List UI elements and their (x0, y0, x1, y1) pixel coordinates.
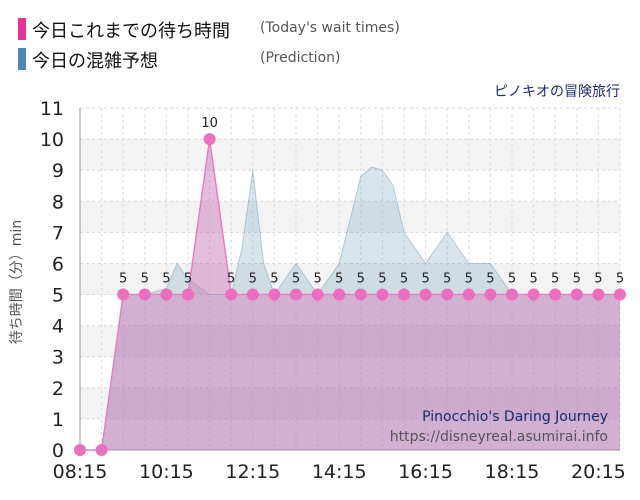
plot-area: 0 1 2 3 4 5 6 7 8 9 10 11 08:15 10:15 12:15 14:15 16:15 1… (40, 98, 626, 483)
y-tick-label: 2 (52, 378, 64, 400)
legend-swatch-prediction (18, 48, 26, 70)
y-tick-label: 5 (52, 285, 64, 307)
data-point (592, 288, 605, 301)
data-point (138, 288, 151, 301)
legend-item-today: 今日これまでの待ち時間 (Today's wait times) (18, 14, 618, 44)
data-point (203, 133, 216, 146)
grid-band (80, 294, 620, 326)
data-point (549, 288, 562, 301)
y-tick-label: 1 (52, 409, 64, 431)
data-point (376, 288, 389, 301)
data-label: 5 (573, 272, 581, 287)
data-point (441, 288, 454, 301)
grid-band (80, 263, 620, 295)
data-point (527, 288, 540, 301)
data-label: 5 (443, 272, 451, 287)
y-tick-label: 11 (40, 98, 64, 120)
data-point (290, 288, 302, 301)
legend-swatch-today (18, 18, 26, 40)
data-label: 5 (594, 272, 602, 287)
grid-band (80, 139, 620, 171)
data-label: 5 (421, 272, 429, 287)
data-label: 10 (201, 116, 218, 131)
y-tick-label: 6 (52, 253, 64, 275)
legend: 今日これまでの待ち時間 (Today's wait times) 今日の混雑予想… (18, 14, 618, 74)
data-label: 5 (378, 272, 386, 287)
legend-item-prediction: 今日の混雑予想 (Prediction) (18, 44, 618, 74)
data-point (225, 288, 238, 301)
x-tick-label: 12:15 (225, 461, 280, 483)
y-tick-label: 9 (52, 160, 64, 182)
data-point (419, 288, 432, 301)
attraction-title-en: Pinocchio's Daring Journey (422, 409, 608, 425)
data-point (398, 288, 410, 301)
data-point (462, 288, 475, 301)
data-label: 5 (119, 272, 127, 287)
data-label: 5 (162, 272, 170, 287)
data-point (354, 288, 367, 301)
x-tick-label: 20:15 (571, 461, 626, 483)
x-tick-label: 08:15 (53, 461, 108, 483)
series-area-prediction (80, 167, 620, 450)
data-point (160, 288, 173, 301)
y-tick-label: 7 (52, 222, 64, 244)
data-label: 5 (616, 272, 624, 287)
data-label: 5 (400, 272, 408, 287)
data-label: 5 (465, 272, 473, 287)
data-point (570, 288, 583, 301)
y-tick-label: 8 (52, 191, 64, 213)
data-point (74, 444, 86, 456)
data-label: 5 (529, 272, 537, 287)
y-tick-label: 3 (52, 347, 64, 369)
legend-label-prediction: 今日の混雑予想 (32, 51, 158, 72)
data-label: 5 (227, 272, 235, 287)
data-label: 5 (249, 272, 257, 287)
data-point (117, 288, 130, 301)
grid-band (80, 232, 620, 264)
data-point (268, 288, 281, 301)
data-label: 5 (270, 272, 278, 287)
data-label: 5 (292, 272, 300, 287)
data-point (614, 288, 626, 301)
data-label: 5 (357, 272, 365, 287)
x-tick-label: 16:15 (398, 461, 453, 483)
data-point (246, 288, 259, 301)
grid-band (80, 325, 620, 357)
grid-band (80, 356, 620, 388)
data-point (484, 288, 497, 301)
data-point (182, 288, 194, 301)
legend-note-today: (Today's wait times) (260, 20, 400, 36)
data-label: 5 (486, 272, 494, 287)
legend-note-prediction: (Prediction) (260, 50, 341, 66)
data-label: 5 (184, 272, 192, 287)
y-tick-label: 10 (40, 129, 64, 151)
data-point (95, 444, 108, 456)
y-tick-label: 0 (52, 440, 64, 462)
data-point (506, 288, 518, 301)
x-tick-label: 10:15 (139, 461, 194, 483)
x-tick-label: 18:15 (485, 461, 540, 483)
data-label: 5 (508, 272, 516, 287)
y-tick-label: 4 (52, 316, 64, 338)
data-label: 5 (551, 272, 559, 287)
grid-band (80, 201, 620, 233)
attraction-title-jp: ピノキオの冒険旅行 (494, 84, 620, 100)
source-url: https://disneyreal.asumirai.info (390, 429, 608, 445)
grid-band (80, 170, 620, 202)
grid-band (80, 108, 620, 140)
data-label: 5 (335, 272, 343, 287)
series-line-prediction (80, 166, 620, 451)
data-label: 5 (141, 272, 149, 287)
data-point (333, 288, 346, 301)
legend-label-today: 今日これまでの待ち時間 (32, 21, 230, 42)
data-point (311, 288, 324, 301)
grid-band (80, 418, 620, 450)
y-axis-label: 待ち時間（分）min (9, 220, 25, 344)
x-tick-label: 14:15 (312, 461, 367, 483)
grid-band (80, 387, 620, 419)
data-label: 5 (313, 272, 321, 287)
